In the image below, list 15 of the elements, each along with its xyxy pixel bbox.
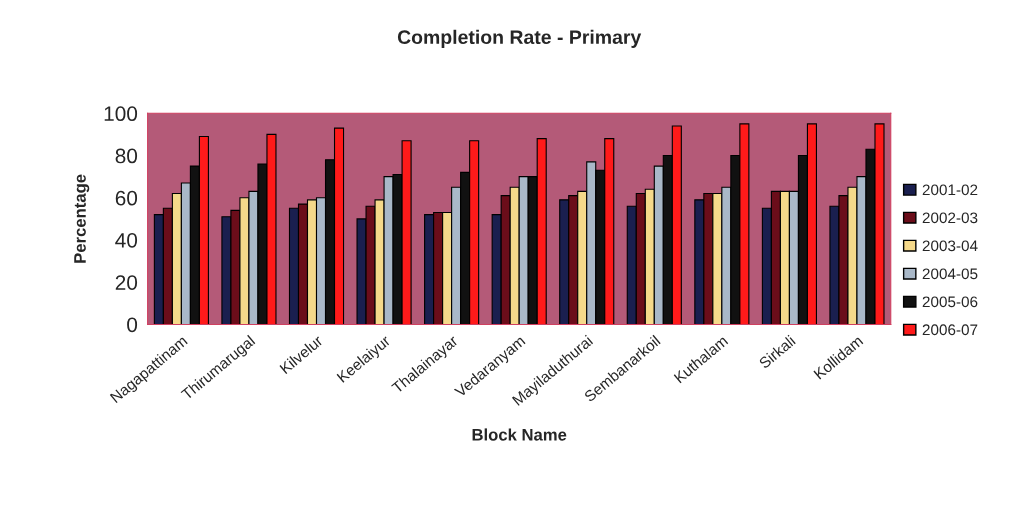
legend-label: 2001-02 — [922, 184, 978, 196]
legend-label: 2004-05 — [922, 268, 978, 280]
x-axis-title: Block Name — [472, 428, 567, 441]
y-tick-label: 60 — [115, 190, 138, 206]
legend-label: 2006-07 — [922, 324, 978, 336]
y-axis-title: Percentage — [74, 174, 90, 263]
legend-label: 2003-04 — [922, 240, 978, 252]
y-tick-label: 20 — [115, 275, 138, 290]
y-tick-label: 0 — [127, 317, 138, 333]
y-tick-label: 40 — [115, 232, 138, 248]
y-tick-label: 80 — [115, 148, 138, 164]
legend-label: 2005-06 — [922, 296, 978, 308]
y-tick-label: 100 — [104, 106, 138, 122]
legend-label: 2002-03 — [922, 212, 978, 224]
chart-title: Completion Rate - Primary — [397, 29, 642, 48]
